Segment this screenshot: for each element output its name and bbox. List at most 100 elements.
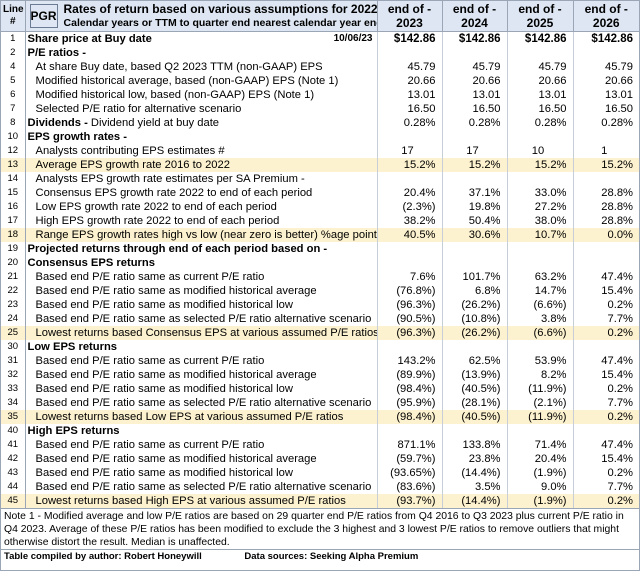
value-cell: $142.86 [441,31,507,46]
row-label: Based end P/E ratio same as selected P/E… [35,397,372,409]
value-cell: 15.2% [572,158,639,172]
table-title: Rates of return based on various assumpt… [63,2,377,16]
value-cell: 8.2% [506,368,573,382]
line-number: 17 [1,214,26,228]
value-cell: 0.2% [572,494,639,508]
value-cell: 23.8% [441,452,507,466]
data-sources: Data sources: Seeking Alpha Premium [244,551,419,562]
value-cell: 16.50 [572,102,639,116]
value-cell [506,340,573,354]
row-label: Consensus EPS growth rate 2022 to end of… [35,187,313,199]
value-cell [572,242,639,256]
buy-date: 10/06/23 [333,33,373,44]
line-number: 7 [1,102,26,116]
title-cell: PGR Rates of return based on various ass… [25,1,377,32]
year-header-prefix: end of - [387,2,432,16]
value-cell: (14.4%) [441,494,507,508]
row-label: Based end P/E ratio same as selected P/E… [35,313,372,325]
value-cell: (93.7%) [376,494,442,508]
value-cell [441,256,507,270]
table-row: 20 Consensus EPS returns [1,256,639,270]
value-cell [572,130,639,144]
value-cell: 28.8% [572,186,639,200]
row-label: Based end P/E ratio same as modified his… [35,453,317,465]
table-row: 40 High EPS returns [1,424,639,438]
value-cell: 53.9% [506,354,573,368]
year-header-year: 2025 [526,16,554,30]
value-cell: (6.6%) [506,326,573,340]
value-cell: 38.2% [376,214,442,228]
value-cell: 17 [376,144,442,158]
table-row: 34 Based end P/E ratio same as selected P… [1,396,639,410]
value-cell: (40.5%) [441,410,507,424]
year-header-2025: end of -2025 [506,1,573,32]
row-label: Based end P/E ratio same as modified his… [35,383,293,395]
line-number: 43 [1,466,26,480]
row-label: Modified historical average, based (non-… [35,75,339,87]
value-cell: 17 [441,144,507,158]
value-cell: 15.4% [572,368,639,382]
line-number: 22 [1,284,26,298]
table-row: 44 Based end P/E ratio same as selected P… [1,480,639,494]
row-label: Lowest returns based High EPS at various… [25,494,377,508]
value-cell: 50.4% [441,214,507,228]
value-cell: 7.7% [572,396,639,410]
compiled-by: Table compiled by author: Robert Honeywi… [4,551,202,562]
value-cell [376,172,442,186]
value-cell: 20.66 [506,74,573,88]
value-cell [572,340,639,354]
value-cell: 143.2% [376,354,442,368]
value-cell: 0.28% [506,116,573,130]
value-cell: 15.2% [441,158,507,172]
line-number: 6 [1,88,26,102]
row-label: Analysts contributing EPS estimates # [35,145,225,157]
value-cell: $142.86 [376,31,442,46]
value-cell: 13.01 [441,88,507,102]
value-cell: 13.01 [506,88,573,102]
value-cell: 3.5% [441,480,507,494]
row-label: Lowest returns based Low EPS at various … [25,410,377,424]
line-number: 45 [1,494,26,508]
value-cell: 15.2% [506,158,573,172]
value-cell: $142.86 [572,31,639,46]
year-header-prefix: end of - [518,2,562,16]
value-cell [572,256,639,270]
value-cell: 45.79 [572,60,639,74]
value-cell: 9.0% [506,480,573,494]
value-cell: (96.3%) [376,326,442,340]
value-cell: 40.5% [376,228,442,242]
value-cell: 47.4% [572,438,639,452]
line-number: 21 [1,270,26,284]
row-label: Consensus EPS returns [27,257,155,269]
value-cell [376,256,442,270]
value-cell: 63.2% [506,270,573,284]
line-number: 41 [1,438,26,452]
value-cell: 15.4% [572,452,639,466]
row-label: Low EPS returns [27,341,118,353]
line-number: 23 [1,298,26,312]
value-cell: 37.1% [441,186,507,200]
line-number: 13 [1,158,26,172]
table-row: 24 Based end P/E ratio same as selected P… [1,312,639,326]
value-cell: 28.8% [572,200,639,214]
table-row: 7 Selected P/E ratio for alternative scen… [1,102,639,116]
value-cell: 0.2% [572,382,639,396]
row-label: Based end P/E ratio same as current P/E … [35,439,265,451]
table-row: 21 Based end P/E ratio same as current P/… [1,270,639,284]
table-row: 5 Modified historical average, based (non… [1,74,639,88]
year-header-2024: end of -2024 [441,1,507,32]
value-cell [506,172,573,186]
value-cell: (83.6%) [376,480,442,494]
row-label: P/E ratios - [27,47,86,59]
row-label: High EPS returns [27,425,120,437]
table-row: 6 Modified historical low, based (non-GAA… [1,88,639,102]
table-row: 41 Based end P/E ratio same as current P/… [1,438,639,452]
value-cell [506,424,573,438]
table-row: 31 Based end P/E ratio same as current P/… [1,354,639,368]
value-cell: 1 [572,144,639,158]
value-cell: 0.2% [572,410,639,424]
value-cell: (2.1%) [506,396,573,410]
value-cell [441,46,507,60]
value-cell: 45.79 [506,60,573,74]
